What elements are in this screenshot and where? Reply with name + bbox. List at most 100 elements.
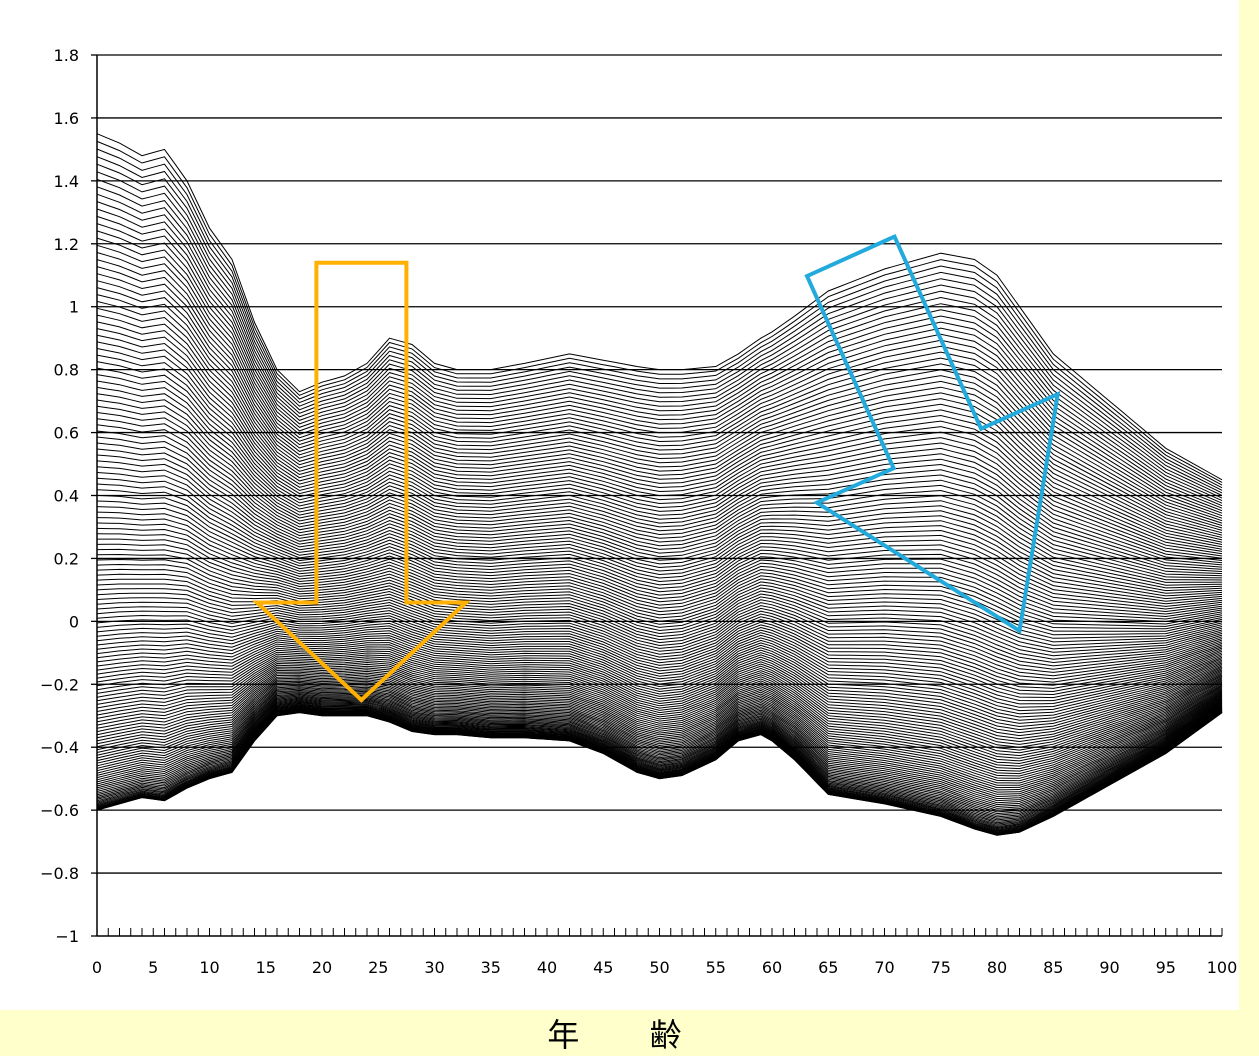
series-line [96, 672, 1223, 770]
series-line [96, 699, 1223, 815]
series-line [96, 321, 1223, 545]
series-line [96, 156, 1223, 489]
series-line [96, 663, 1223, 757]
series-line [96, 691, 1223, 800]
series-lines [96, 133, 1223, 836]
series-line [96, 601, 1223, 677]
series-line [96, 280, 1223, 531]
x-axis-title: 年 齢 [547, 1016, 712, 1054]
series-line [96, 693, 1223, 804]
x-tick-label: 55 [706, 958, 726, 977]
series-line [96, 660, 1223, 751]
series-line [96, 393, 1223, 570]
series-line [96, 273, 1223, 529]
series-line [96, 689, 1223, 798]
series-line [96, 348, 1223, 555]
y-tick-label: −1 [55, 927, 79, 946]
series-line [96, 466, 1223, 600]
x-tick-label: 10 [199, 958, 219, 977]
series-line [96, 294, 1223, 536]
series-line [96, 687, 1223, 793]
series-line [96, 701, 1223, 818]
series-line [96, 215, 1223, 509]
series-line [96, 680, 1223, 782]
x-tick-label: 40 [537, 958, 557, 977]
series-line [96, 477, 1223, 605]
series-line [96, 703, 1223, 821]
series-line [96, 639, 1223, 721]
series-line [96, 709, 1223, 832]
series-line [96, 684, 1223, 789]
y-tick-label: 0.4 [54, 487, 79, 506]
y-tick-label: 0 [69, 612, 79, 631]
series-line [97, 538, 1223, 632]
x-tick-label: 45 [593, 958, 613, 977]
series-line [96, 500, 1223, 615]
series-line [96, 494, 1223, 613]
series-line [96, 442, 1223, 589]
series-line [96, 610, 1223, 683]
series-line [96, 702, 1223, 819]
series-line [96, 694, 1223, 806]
series-line [96, 707, 1223, 829]
series-line [96, 223, 1223, 512]
series-line [96, 448, 1223, 592]
series-line [96, 635, 1223, 715]
series-line [96, 454, 1223, 594]
axes [91, 54, 1223, 937]
x-tick-label: 25 [368, 958, 388, 977]
series-line [96, 669, 1223, 765]
series-line [96, 704, 1223, 822]
series-line [96, 646, 1223, 731]
series-line [96, 695, 1223, 808]
series-line [96, 705, 1223, 825]
series-line [96, 307, 1223, 541]
series-line [96, 511, 1223, 620]
series-line [96, 163, 1223, 491]
series-line [96, 706, 1223, 828]
series-line [96, 367, 1223, 561]
series-line [96, 708, 1223, 830]
series-line [96, 656, 1223, 745]
series-line [96, 661, 1223, 754]
series-line [96, 361, 1223, 559]
series-line [96, 436, 1223, 586]
series-line [96, 597, 1223, 673]
x-tick-label: 20 [312, 958, 332, 977]
x-tick-label: 90 [1099, 958, 1119, 977]
series-line [96, 148, 1223, 486]
series-line [96, 472, 1223, 602]
series-line [96, 606, 1223, 680]
series-line [96, 354, 1223, 557]
series-line [96, 527, 1223, 627]
series-line [96, 642, 1223, 724]
y-tick-label: 1.2 [54, 235, 79, 254]
y-tick-label: −0.6 [40, 801, 79, 820]
series-line [96, 696, 1223, 809]
series-line [96, 578, 1223, 660]
series-line [96, 386, 1223, 568]
series-line [96, 522, 1223, 625]
series-line [96, 334, 1223, 550]
series-line [96, 193, 1223, 502]
series-line [96, 654, 1223, 743]
series-line [96, 667, 1223, 762]
series-line [96, 698, 1223, 813]
series-line [96, 399, 1223, 572]
orange-down-arrow [251, 260, 471, 703]
series-line [96, 617, 1223, 693]
x-tick-label: 80 [987, 958, 1007, 977]
series-line [96, 171, 1223, 494]
x-tick-label: 5 [148, 958, 158, 977]
series-line [96, 688, 1223, 795]
series-line [96, 230, 1223, 514]
series-line [96, 692, 1223, 802]
y-tick-label: −0.8 [40, 864, 79, 883]
series-line [96, 675, 1223, 775]
x-tick-label: 95 [1156, 958, 1176, 977]
y-tick-label: 1.8 [54, 46, 79, 65]
series-line [96, 650, 1223, 737]
x-tick-label: 70 [874, 958, 894, 977]
series-line [96, 704, 1223, 824]
